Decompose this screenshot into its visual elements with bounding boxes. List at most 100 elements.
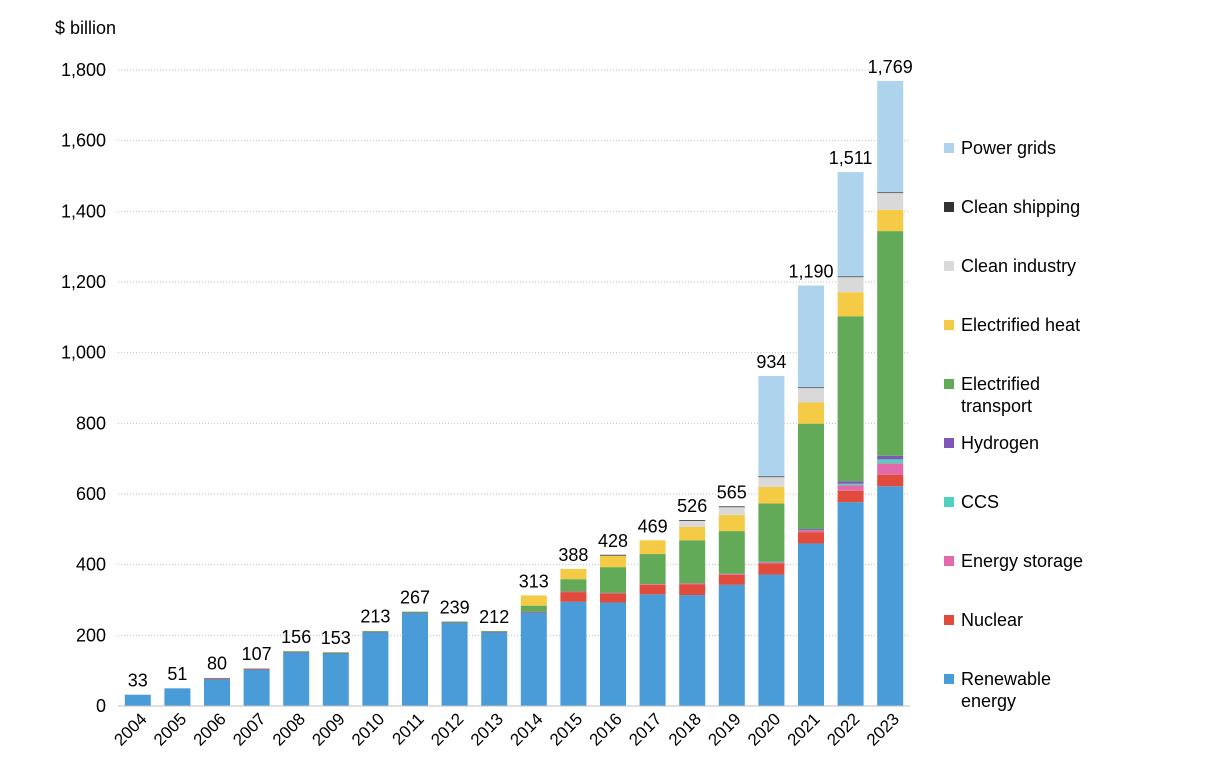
bar-segment-clean-shipping [877, 192, 904, 194]
bar-total-label: 1,511 [829, 148, 873, 168]
legend-item: Power grids [944, 137, 1056, 159]
legend-label: Clean shipping [961, 197, 1081, 217]
bar-segment-electrified-heat [877, 209, 904, 232]
bar-segment-electrified-heat [798, 402, 824, 424]
bar-segment-electrified-heat [758, 486, 785, 504]
legend-item: Energy storage [944, 550, 1083, 572]
x-tick-label: 2019 [704, 709, 744, 749]
legend-swatch [944, 143, 954, 153]
bar-total-label: 1,190 [788, 262, 833, 282]
bar-total-label: 212 [479, 607, 509, 627]
bar-total-label: 313 [519, 571, 549, 591]
bar-segment-ccs [877, 459, 904, 464]
bar-segment-nuclear [877, 474, 904, 487]
bar-total-label: 388 [558, 545, 588, 565]
x-tick-label: 2011 [389, 709, 428, 748]
y-tick-label: 600 [76, 484, 106, 504]
legend-swatch [944, 497, 954, 507]
legend-label: Nuclear [961, 610, 1024, 630]
bar-segment-nuclear [718, 574, 745, 585]
x-tick-label: 2017 [625, 709, 665, 749]
y-tick-label: 0 [96, 696, 106, 716]
bar-segment-hydrogen [837, 481, 864, 484]
bar-segment-clean-industry [877, 192, 904, 210]
legend-item: Nuclear [944, 609, 1023, 631]
legend-swatch [944, 615, 954, 625]
bar-total-label: 51 [167, 664, 187, 684]
bar-segment-clean-industry [837, 277, 864, 293]
bar-segment-renewable-energy [718, 584, 745, 706]
y-tick-label: 1,400 [61, 201, 106, 221]
y-tick-label: 200 [76, 625, 106, 645]
x-tick-label: 2008 [269, 709, 309, 749]
x-tick-label: 2018 [665, 709, 705, 749]
legend-item: Hydrogen [944, 432, 1039, 454]
y-tick-label: 1,800 [61, 60, 106, 80]
y-axis-unit-label: $ billion [55, 18, 117, 38]
bar-segment-renewable-energy [679, 595, 706, 706]
bar-total-label: 107 [242, 644, 272, 664]
bar-segment-electrified-heat [679, 526, 706, 541]
bar-segment-electrified-transport [798, 423, 824, 529]
legend-swatch [944, 202, 954, 212]
legend-label: Power grids [961, 138, 1057, 158]
bar-total-label: 267 [400, 588, 430, 608]
bar-segment-nuclear [600, 593, 626, 603]
bar-segment-renewable-energy [164, 688, 191, 706]
legend-swatch [944, 379, 954, 389]
bar-segment-ccs [758, 561, 785, 563]
bar-segment-energy-storage [639, 584, 666, 585]
x-tick-label: 2007 [229, 709, 269, 749]
bar-segment-electrified-heat [718, 514, 745, 532]
bar-segment-clean-shipping [837, 276, 864, 278]
bar-segment-renewable-energy [600, 602, 626, 706]
legend-label: Electrified transport [961, 374, 1041, 416]
bar-segment-nuclear [243, 668, 270, 670]
legend-label: CCS [961, 492, 1000, 512]
bar-segment-clean-shipping [679, 520, 706, 521]
bar-segment-electrified-transport [362, 631, 389, 632]
bar-segment-electrified-heat [837, 292, 864, 317]
bar-segment-energy-storage [679, 583, 706, 585]
x-tick-label: 2009 [308, 709, 348, 749]
bar-total-label: 1,769 [868, 57, 913, 77]
bar-segment-hydrogen [877, 455, 904, 460]
bar-segment-renewable-energy [441, 622, 468, 706]
bar-total-label: 80 [207, 654, 227, 674]
bar-total-label: 33 [128, 670, 148, 690]
legend-item: CCS [944, 491, 999, 513]
bar-segment-nuclear [758, 563, 785, 575]
chart-legend: Power grids Clean shipping Clean industry E… [944, 0, 1216, 774]
bar-segment-electrified-transport [481, 631, 508, 632]
bar-total-label: 934 [756, 352, 786, 372]
bar-segment-energy-storage [877, 463, 904, 475]
bar-total-label: 213 [360, 607, 390, 627]
y-tick-label: 1,200 [61, 272, 106, 292]
legend-item: Electrified transport [944, 373, 1040, 417]
bar-segment-renewable-energy [283, 651, 310, 706]
bar-segment-clean-industry [679, 520, 706, 527]
bar-segment-electrified-transport [520, 605, 547, 612]
bar-segment-electrified-transport [402, 611, 428, 613]
bar-segment-clean-shipping [718, 506, 745, 508]
bar-segment-power-grids [758, 375, 785, 477]
y-tick-label: 800 [76, 413, 106, 433]
legend-label: Electrified heat [961, 315, 1081, 335]
legend-label: Energy storage [961, 551, 1084, 571]
x-tick-label: 2022 [823, 709, 863, 749]
bar-segment-energy-storage [560, 591, 587, 593]
legend-label: Hydrogen [961, 433, 1040, 453]
bar-segment-renewable-energy [877, 486, 904, 706]
x-tick-label: 2004 [110, 709, 150, 749]
bar-segment-electrified-heat [600, 555, 626, 568]
stacked-bar-chart: 0 200 400 600 800 1,000 1,200 1,400 1,600 1,800 33… [61, 57, 913, 750]
bar-segment-electrified-heat [520, 595, 547, 606]
y-tick-label: 1,000 [61, 343, 106, 363]
x-tick-label: 2013 [467, 709, 507, 749]
legend-label: Renewable energy [961, 669, 1052, 711]
bar-segment-renewable-energy [322, 653, 349, 706]
bar-segment-energy-storage [837, 485, 864, 491]
bar-segment-renewable-energy [243, 668, 270, 706]
bar-segment-clean-industry [718, 507, 745, 515]
bar-segment-nuclear [798, 532, 824, 544]
